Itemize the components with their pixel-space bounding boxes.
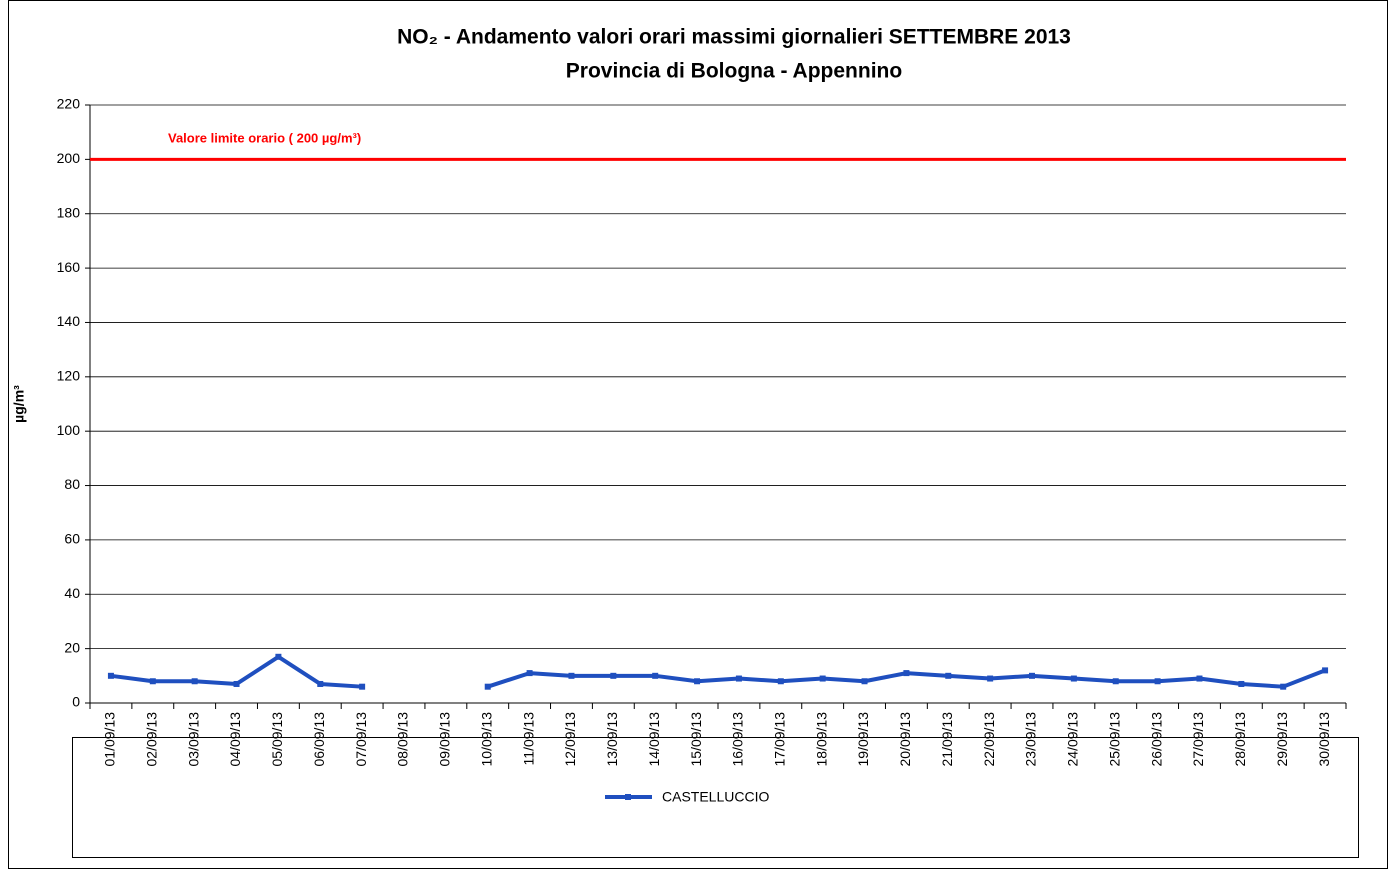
point — [484, 683, 491, 690]
point — [191, 678, 198, 685]
x-tick-label: 01/09/13 — [102, 712, 118, 767]
y-tick-label: 140 — [57, 313, 81, 329]
x-tick-label: 06/09/13 — [311, 712, 327, 767]
x-tick-label: 21/09/13 — [939, 712, 955, 767]
point — [1070, 675, 1077, 682]
point — [1322, 667, 1329, 674]
x-tick-label: 15/09/13 — [688, 712, 704, 767]
point — [987, 675, 994, 682]
x-tick-label: 07/09/13 — [353, 712, 369, 767]
legend-box — [72, 737, 1359, 858]
x-tick-label: 24/09/13 — [1065, 712, 1081, 767]
annotation: Valore limite orario ( 200 µg/m³) — [168, 130, 361, 145]
point — [1280, 683, 1287, 690]
point — [275, 653, 282, 660]
x-tick-label: 19/09/13 — [855, 712, 871, 767]
chart-frame — [8, 0, 1388, 869]
point — [1196, 675, 1203, 682]
point — [359, 683, 366, 690]
point — [107, 672, 114, 679]
y-tick-label: 220 — [57, 96, 81, 112]
x-tick-label: 11/09/13 — [520, 712, 536, 766]
point — [777, 678, 784, 685]
x-tick-label: 10/09/13 — [478, 712, 494, 767]
x-tick-label: 25/09/13 — [1106, 712, 1122, 767]
point — [861, 678, 868, 685]
x-tick-label: 02/09/13 — [144, 712, 160, 767]
x-tick-label: 03/09/13 — [185, 712, 201, 767]
y-tick-label: 40 — [64, 585, 80, 601]
y-tick-label: 160 — [57, 259, 81, 275]
point — [735, 675, 742, 682]
y-tick-label: 100 — [57, 422, 81, 438]
point — [526, 670, 533, 677]
x-tick-label: 14/09/13 — [646, 712, 662, 767]
y-tick-label: 20 — [64, 639, 80, 655]
x-tick-label: 23/09/13 — [1023, 712, 1039, 767]
x-tick-label: 28/09/13 — [1232, 712, 1248, 767]
x-tick-label: 04/09/13 — [227, 712, 243, 767]
x-tick-label: 29/09/13 — [1274, 712, 1290, 767]
y-tick-label: 200 — [57, 150, 81, 166]
x-tick-label: 16/09/13 — [730, 712, 746, 767]
point — [1154, 678, 1161, 685]
y-axis-label: µg/m³ — [11, 385, 27, 423]
x-tick-label: 22/09/13 — [981, 712, 997, 767]
x-tick-label: 08/09/13 — [395, 712, 411, 767]
x-tick-label: 09/09/13 — [437, 712, 453, 767]
legend-label: CASTELLUCCIO — [662, 789, 769, 805]
point — [149, 678, 156, 685]
chart-subtitle: Provincia di Bologna - Appennino — [566, 60, 902, 83]
chart-title: NO₂ - Andamento valori orari massimi gio… — [397, 26, 1071, 49]
x-tick-label: 27/09/13 — [1190, 712, 1206, 767]
y-tick-label: 0 — [72, 694, 80, 710]
point — [610, 672, 617, 679]
point — [317, 680, 324, 687]
x-tick-label: 26/09/13 — [1148, 712, 1164, 767]
point — [819, 675, 826, 682]
point — [903, 670, 910, 677]
x-tick-label: 13/09/13 — [604, 712, 620, 767]
x-tick-label: 18/09/13 — [813, 712, 829, 767]
x-tick-label: 20/09/13 — [897, 712, 913, 767]
y-tick-label: 120 — [57, 368, 81, 384]
x-tick-label: 17/09/13 — [772, 712, 788, 767]
point — [1029, 672, 1035, 679]
x-tick-label: 05/09/13 — [269, 712, 285, 767]
point — [652, 672, 659, 679]
point — [1112, 678, 1119, 685]
point — [945, 672, 952, 679]
point — [1238, 680, 1245, 687]
y-tick-label: 80 — [64, 476, 80, 492]
point — [694, 678, 701, 685]
legend-marker — [625, 794, 631, 800]
y-tick-label: 60 — [64, 531, 80, 547]
x-tick-label: 30/09/13 — [1316, 712, 1332, 767]
point — [568, 672, 575, 679]
y-tick-label: 180 — [57, 204, 81, 220]
x-tick-label: 12/09/13 — [562, 712, 578, 767]
point — [233, 680, 240, 687]
